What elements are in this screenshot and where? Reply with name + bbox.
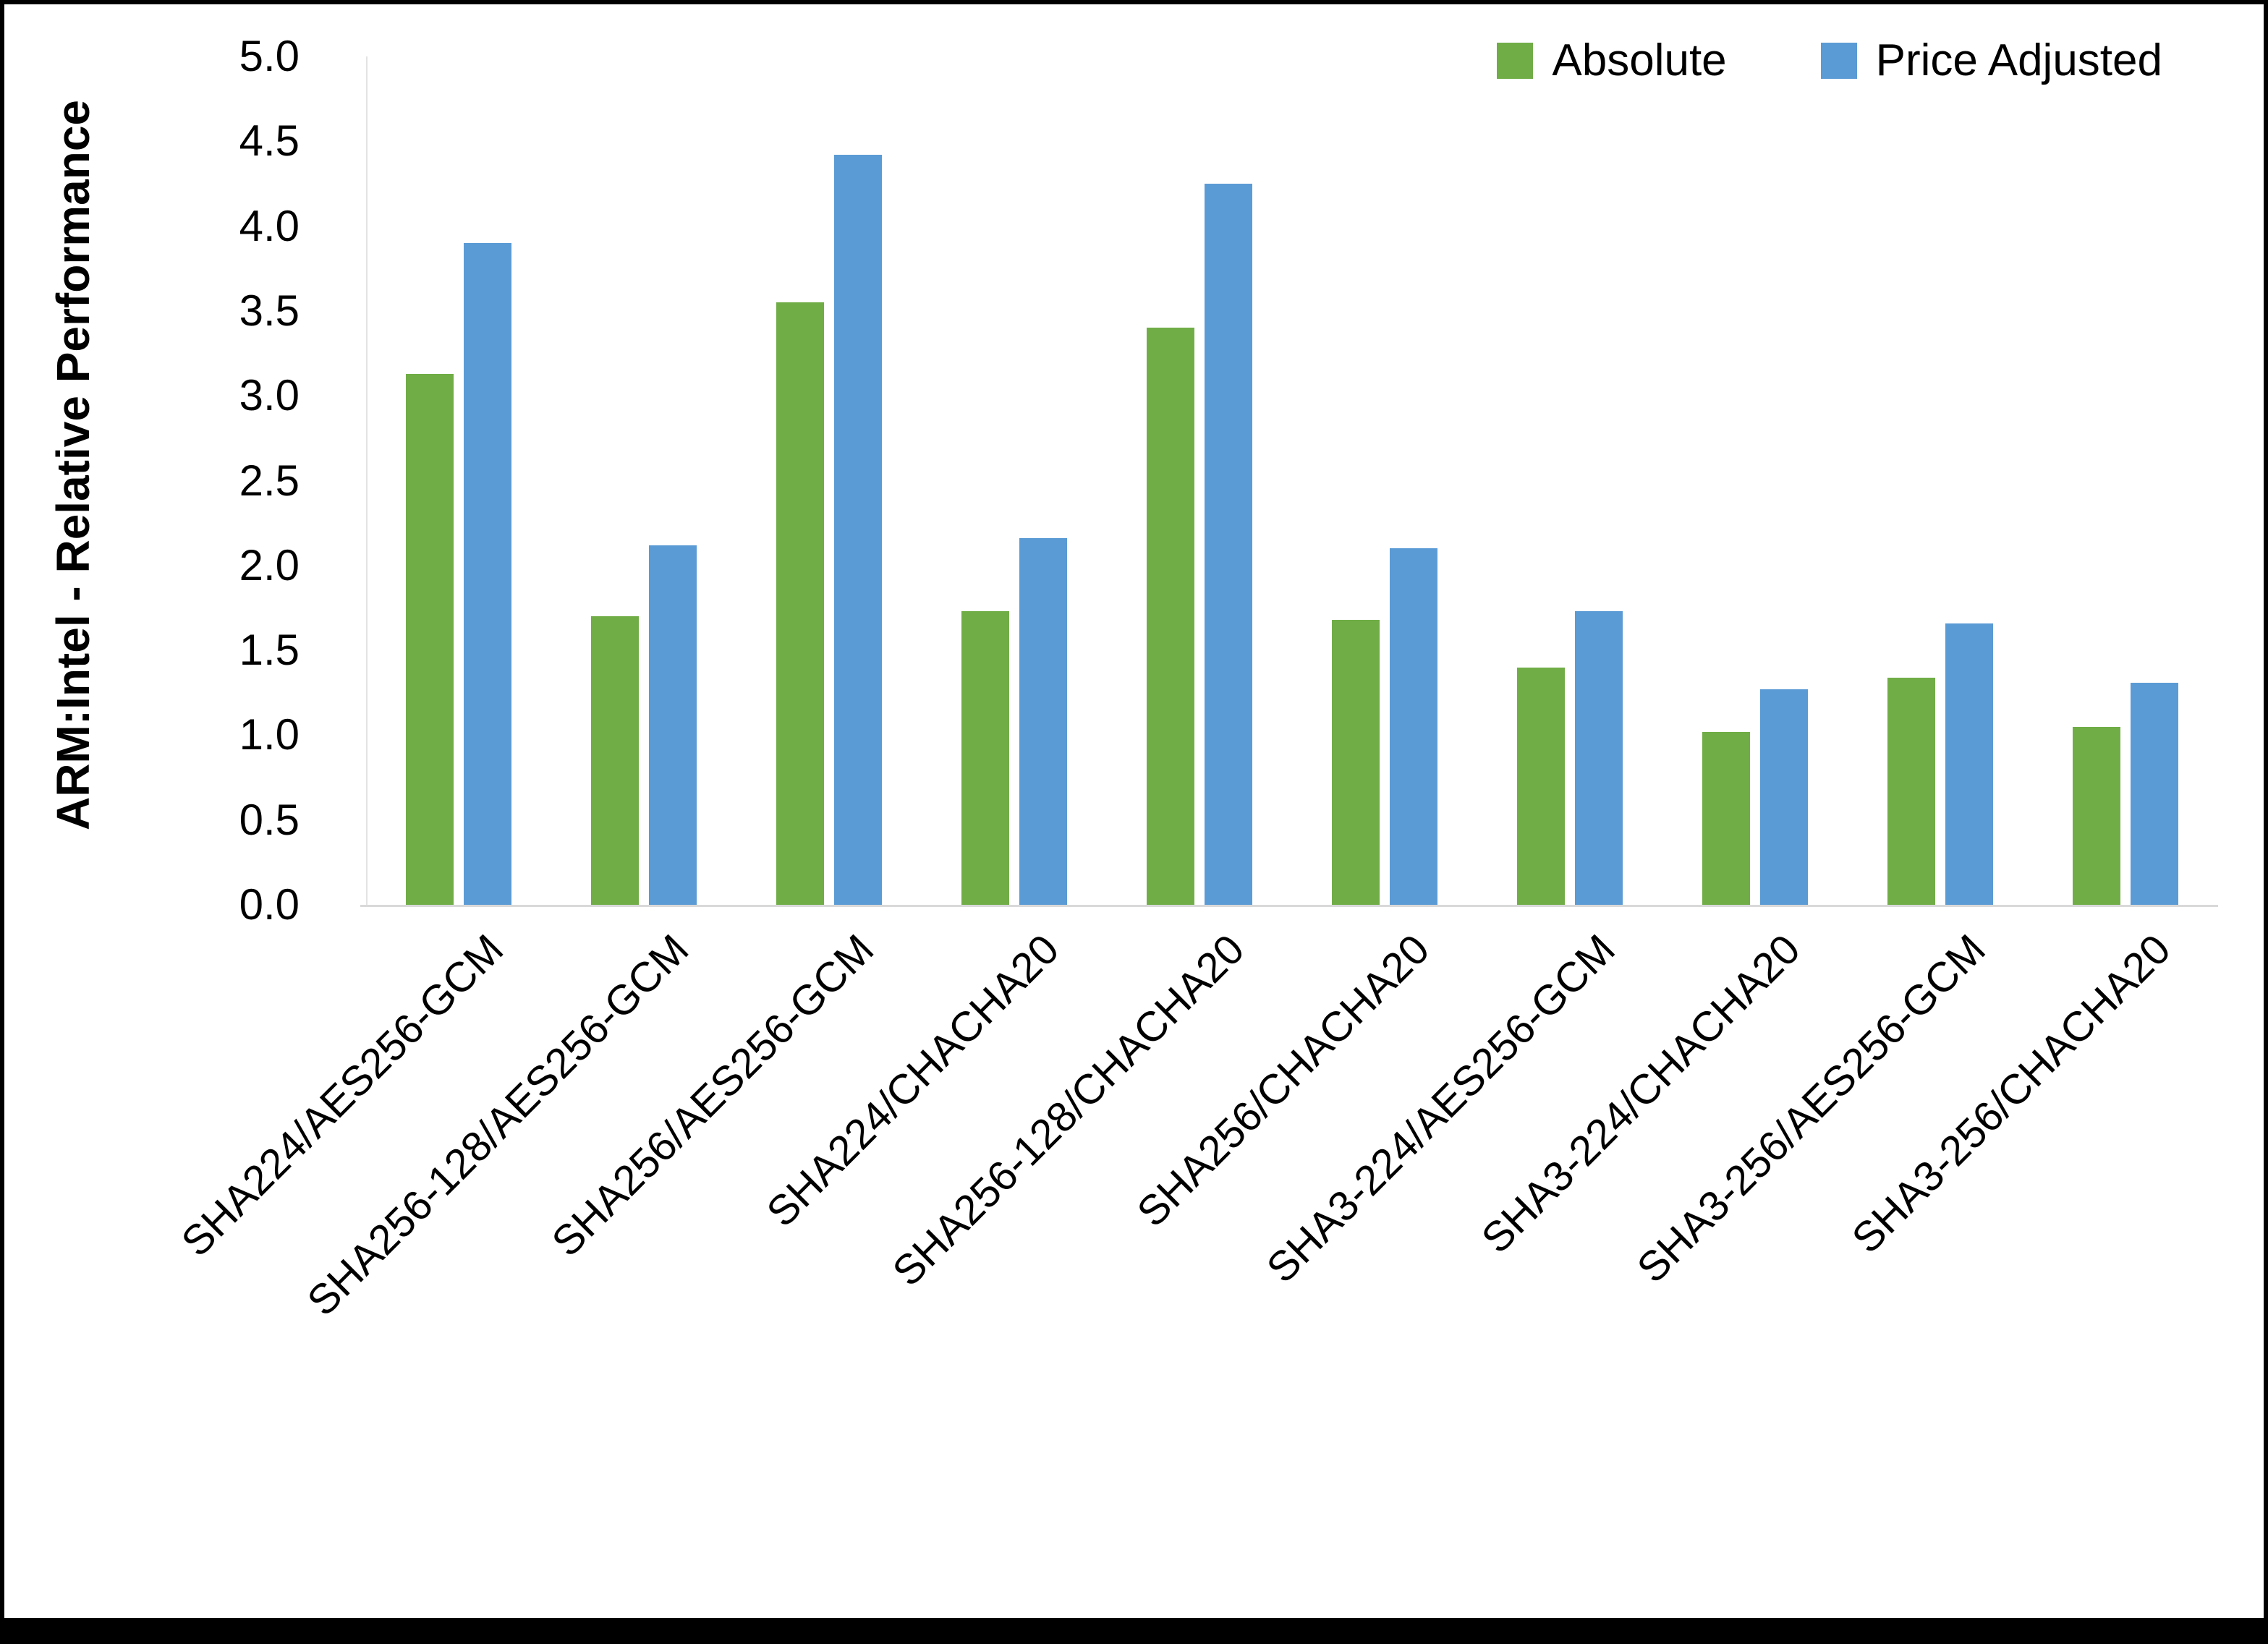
- bar-absolute: [1517, 667, 1565, 905]
- legend-item-absolute: Absolute: [1497, 35, 1727, 86]
- bar-absolute: [1332, 619, 1380, 905]
- legend-label-price-adjusted: Price Adjusted: [1875, 35, 2162, 85]
- x-category-label: SHA3-224/AES256-GCM: [1257, 925, 1624, 1292]
- legend-label-absolute: Absolute: [1552, 35, 1727, 85]
- y-tick-label: 1.0: [239, 710, 300, 759]
- y-tick-label: 2.0: [239, 540, 300, 589]
- x-category-label: SHA256-128/AES256-GCM: [298, 925, 698, 1325]
- bar-absolute: [2073, 726, 2120, 905]
- bar-price-adjusted: [649, 545, 697, 905]
- bar-absolute: [1887, 677, 1935, 905]
- x-category-label: SHA3-256/CHACHA20: [1843, 925, 2180, 1263]
- bar-price-adjusted: [834, 155, 882, 905]
- bar-absolute: [1147, 328, 1194, 905]
- y-tick-label: 3.5: [239, 286, 300, 335]
- y-axis-line: [366, 56, 368, 905]
- bar-price-adjusted: [1390, 548, 1437, 905]
- legend-item-price-adjusted: Price Adjusted: [1820, 35, 2162, 86]
- bar-absolute: [406, 373, 454, 905]
- bar-price-adjusted: [464, 243, 511, 905]
- bar-absolute: [591, 616, 639, 905]
- legend-swatch-price-adjusted: [1820, 42, 1857, 79]
- y-tick-label: 2.5: [239, 456, 300, 505]
- x-category-label: SHA256-128/CHACHA20: [883, 925, 1254, 1295]
- bar-price-adjusted: [1019, 538, 1067, 905]
- x-category-label: SHA224/AES256-GCM: [172, 925, 513, 1266]
- bottom-border: [4, 1618, 2264, 1640]
- bar-absolute: [1702, 731, 1750, 905]
- y-tick-label: 3.0: [239, 371, 300, 420]
- x-category-label: SHA256/AES256-GCM: [543, 925, 883, 1266]
- bar-price-adjusted: [2131, 682, 2178, 905]
- y-tick-label: 4.0: [239, 201, 300, 250]
- bar-absolute: [776, 302, 824, 905]
- y-tick-label: 0.0: [239, 880, 300, 929]
- bar-absolute: [961, 611, 1009, 905]
- y-tick-label: 4.5: [239, 116, 300, 166]
- x-axis-line: [360, 905, 2218, 907]
- y-tick-label: 1.5: [239, 626, 300, 675]
- x-category-label: SHA3-256/AES256-GCM: [1628, 925, 1995, 1292]
- bar-price-adjusted: [1205, 183, 1252, 905]
- legend-swatch-absolute: [1497, 42, 1534, 79]
- legend: Absolute Price Adjusted: [1497, 35, 2162, 86]
- x-category-label: SHA3-224/CHACHA20: [1472, 925, 1809, 1263]
- bar-price-adjusted: [1945, 623, 1993, 905]
- y-tick-label: 5.0: [239, 32, 300, 80]
- y-tick-label: 0.5: [239, 795, 300, 844]
- bar-price-adjusted: [1760, 689, 1808, 905]
- bar-price-adjusted: [1575, 611, 1623, 905]
